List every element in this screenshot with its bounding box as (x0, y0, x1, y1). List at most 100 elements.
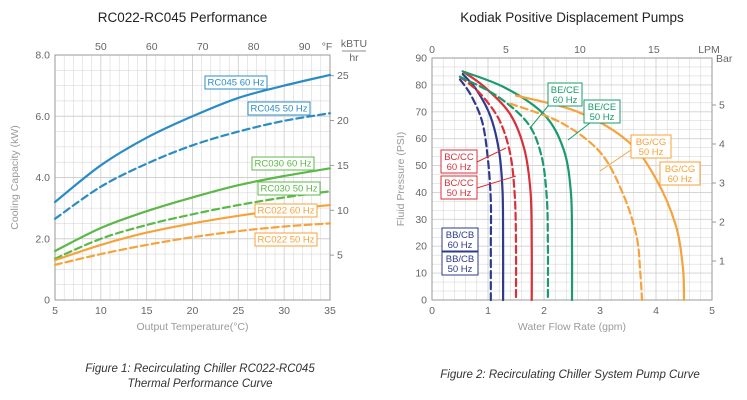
chart-title: Kodiak Positive Displacement Pumps (460, 10, 684, 25)
series-line (509, 102, 644, 302)
series-label-box (257, 181, 321, 196)
series-label-box (204, 75, 268, 90)
x-tick-label: 0 (429, 305, 435, 317)
y-tick-label: 0 (44, 295, 50, 307)
right-axis-tick-label: 5 (719, 100, 725, 112)
series-label-text: RC030 60 Hz (254, 159, 311, 170)
y-tick-label: 70 (415, 106, 427, 118)
series-label-leader (567, 122, 591, 141)
right-axis-tick-label: 2 (719, 217, 725, 229)
x-tick-label: 1 (485, 305, 491, 317)
series-line (53, 190, 332, 260)
right-axis-tick-label: 5 (337, 250, 343, 262)
series-label-box (630, 134, 672, 159)
series-line (53, 222, 332, 266)
series-label-text: BC/CC (444, 178, 474, 189)
y-tick-label: 4.0 (35, 172, 50, 184)
y-tick-label: 30 (415, 214, 427, 226)
x-axis-label: Water Flow Rate (gpm) (518, 321, 626, 333)
series-label-text: BE/CE (551, 85, 580, 96)
series-label: RC022 50 Hz (254, 232, 318, 247)
series-label-text: BC/CC (444, 152, 474, 163)
series-label-box (583, 99, 621, 124)
series-label: RC045 60 Hz (204, 75, 268, 90)
x-tick-label: 35 (324, 305, 336, 317)
right-axis-tick-label: 25 (337, 70, 349, 82)
series-label-text: RC045 50 Hz (250, 104, 307, 115)
x-tick-label: 10 (95, 305, 107, 317)
y-tick-label: 90 (415, 53, 427, 65)
series-label-text: RC022 50 Hz (257, 235, 314, 246)
x-tick-label: 5 (709, 305, 715, 317)
series-label-box (251, 156, 315, 171)
right-axis-unit-denominator: hr (349, 52, 359, 64)
series-label: RC030 60 Hz (251, 156, 315, 171)
right-axis-unit: Bar (716, 53, 733, 65)
right-axis-tick-label: 3 (719, 178, 725, 190)
x-tick-label: 25 (232, 305, 244, 317)
right-axis-tick-label: 4 (719, 139, 725, 151)
series-label-text: BB/CB (446, 254, 475, 265)
series-label-box (547, 82, 583, 107)
plot-frame (54, 54, 331, 301)
series-label-box (247, 101, 311, 116)
series-line (461, 70, 574, 302)
y-tick-label: 0 (421, 295, 427, 307)
y-tick-label: 60 (415, 133, 427, 145)
top-axis-tick-label: 80 (248, 41, 260, 53)
series-line (53, 73, 332, 204)
series-label-subtext: 60 Hz (668, 174, 693, 185)
x-tick-label: 3 (597, 305, 603, 317)
series-line (458, 78, 493, 302)
figure-1-caption-line-2: Thermal Performance Curve (127, 378, 273, 390)
series-label-subtext: 60 Hz (448, 240, 473, 251)
x-tick-label: 20 (187, 305, 199, 317)
figure-2-caption: Figure 2: Recirculating Chiller System P… (400, 368, 740, 383)
top-axis-unit: LPM (698, 44, 720, 56)
x-axis-label: Output Temperature(°C) (137, 321, 249, 333)
top-axis-tick-label: 50 (95, 41, 107, 53)
top-axis-unit: °F (322, 41, 333, 53)
series-label-text: BE/CE (588, 102, 617, 113)
series-line (461, 70, 533, 302)
figure-1-caption-line-1: Figure 1: Recirculating Chiller RC022-RC… (85, 363, 315, 375)
right-axis-tick-label: 15 (337, 160, 349, 172)
series-label-text: BB/CB (446, 230, 475, 241)
series-label-text: RC045 60 Hz (207, 78, 264, 89)
top-axis-tick-label: 10 (574, 44, 586, 56)
y-tick-label: 8.0 (35, 50, 50, 62)
top-axis-tick-label: 60 (146, 41, 158, 53)
x-tick-label: 30 (278, 305, 290, 317)
series-label-text: BG/CG (665, 164, 696, 175)
right-axis-tick-label: 20 (337, 115, 349, 127)
series-label-text: RC022 60 Hz (257, 206, 314, 217)
series-label-box (659, 161, 701, 186)
y-tick-label: 20 (415, 241, 427, 253)
series-label-box (254, 232, 318, 247)
series-label: RC022 60 Hz (254, 203, 318, 218)
series-label: RC030 50 Hz (257, 181, 321, 196)
series-line (458, 75, 518, 302)
y-tick-label: 40 (415, 187, 427, 199)
series-line (53, 167, 332, 253)
chart-title: RC022-RC045 Performance (98, 10, 268, 25)
y-axis-label: Fluid Pressure (PSI) (395, 132, 407, 227)
top-axis-tick-label: 0 (429, 44, 435, 56)
x-tick-label: 2 (541, 305, 547, 317)
x-tick-label: 5 (52, 305, 58, 317)
y-tick-label: 50 (415, 160, 427, 172)
series-line (53, 112, 332, 220)
series-label-subtext: 60 Hz (553, 95, 578, 106)
series-label-box (254, 203, 318, 218)
series-label-box (441, 227, 479, 252)
x-tick-label: 15 (141, 305, 153, 317)
y-tick-label: 10 (415, 268, 427, 280)
series-line (514, 94, 686, 302)
